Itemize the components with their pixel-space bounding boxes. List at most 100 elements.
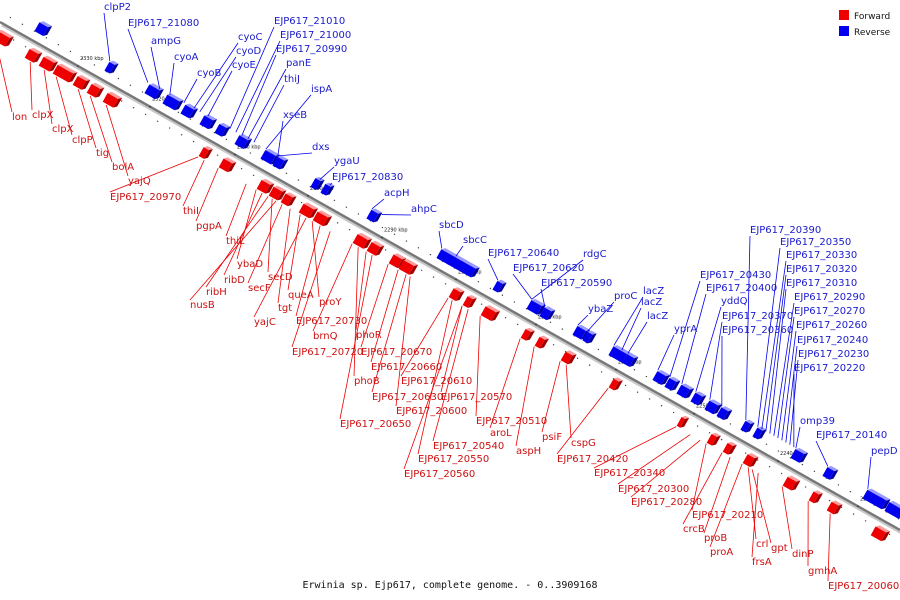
kbp-tick-mark (535, 323, 537, 326)
track-dot (600, 371, 603, 373)
forward-gene-label: brnQ (313, 331, 338, 342)
reverse-gene-block (162, 93, 184, 111)
gene-block-face (822, 467, 835, 480)
track-dot (216, 154, 219, 156)
gene-block-face (534, 336, 545, 349)
track-dot (645, 375, 648, 378)
track-dot (345, 206, 348, 208)
reverse-leader-line (577, 314, 589, 326)
reverse-gene-label: EJP617_20260 (796, 320, 867, 331)
gene-block-side (455, 291, 465, 301)
forward-gene-label: pgpA (196, 221, 222, 232)
track-dot (129, 84, 132, 86)
gene-block-top (285, 192, 297, 198)
forward-leader-line (440, 305, 463, 393)
forward-leader-line (370, 269, 399, 363)
forward-gene-label: EJP617_20720 (292, 347, 363, 358)
gene-block-top (795, 447, 809, 455)
gene-block-face (366, 242, 381, 256)
gene-block-face (310, 178, 321, 190)
gene-block-top (185, 103, 199, 110)
track-dot (624, 384, 627, 387)
gene-block-top (303, 202, 319, 210)
forward-gene-label: phoB (354, 376, 380, 387)
gene-block-side (791, 480, 801, 491)
reverse-leader-line (769, 288, 787, 434)
gene-block-top (497, 279, 507, 284)
reverse-leader-line (757, 247, 781, 427)
track-dot (252, 174, 255, 177)
track-dot (660, 405, 663, 407)
forward-gene-block (398, 258, 419, 275)
gene-block-top (681, 383, 695, 390)
reverse-gene-block (716, 406, 733, 420)
reverse-leader-line (277, 120, 284, 156)
gene-block-top (539, 335, 549, 340)
gene-block-face (218, 158, 233, 173)
gene-block-top (695, 391, 707, 397)
forward-gene-block (256, 178, 275, 194)
track-dot (381, 226, 384, 229)
reverse-leader-line (785, 345, 798, 443)
forward-gene-block (608, 377, 623, 391)
gene-block-top (223, 157, 237, 164)
forward-leader-line (287, 214, 301, 291)
track-dot (429, 253, 432, 256)
gene-block-side (363, 238, 373, 249)
gene-block-top (77, 74, 91, 82)
gene-block-side (33, 52, 43, 63)
reverse-gene-block (234, 134, 253, 149)
forward-leader-line (691, 443, 707, 511)
forward-leader-line (403, 305, 463, 470)
track-dot (636, 391, 639, 393)
gene-block-side (49, 61, 59, 72)
forward-gene-block (52, 63, 78, 83)
reverse-gene-label: lacZ (641, 297, 662, 308)
track-dot (117, 77, 120, 80)
gene-block-side (203, 149, 213, 159)
gene-block-top (875, 525, 891, 533)
track-dot (648, 398, 651, 400)
reverse-gene-block (740, 419, 755, 433)
forward-leader-line (89, 95, 113, 163)
track-dot (81, 57, 84, 59)
gene-block-face (608, 378, 619, 391)
track-dot (336, 222, 339, 224)
forward-gene-label: EJP617_20550 (418, 454, 489, 465)
reverse-gene-label: EJP617_20370 (722, 311, 793, 322)
track-dot (504, 317, 507, 319)
gene-block-side (109, 63, 119, 74)
forward-gene-block (38, 55, 59, 72)
reverse-gene-label: EJP617_21010 (274, 16, 345, 27)
track-dot (516, 323, 519, 326)
gene-block-face (492, 280, 503, 293)
gene-block-face (560, 351, 573, 365)
gene-block-face (462, 296, 473, 308)
reverse-gene-label: cyoD (236, 46, 262, 57)
gene-block-face (704, 400, 719, 415)
gene-block-side (525, 330, 535, 341)
gene-block-side (629, 357, 639, 367)
reverse-leader-line (613, 296, 644, 346)
forward-gene-label: EJP617_20540 (433, 441, 504, 452)
gene-block-face (790, 449, 805, 463)
track-dot (561, 328, 564, 330)
gene-block-face (214, 123, 227, 137)
track-dot (9, 16, 12, 19)
forward-gene-label: psiF (542, 432, 562, 443)
reverse-leader-line (199, 56, 237, 113)
gene-block-top (277, 155, 289, 161)
gene-block-side (68, 72, 78, 83)
gene-block-top (265, 148, 280, 156)
forward-gene-block (24, 47, 43, 63)
gene-block-face (740, 420, 751, 433)
track-dot (888, 533, 891, 536)
reverse-leader-line (193, 42, 239, 109)
gene-block-side (227, 162, 237, 173)
forward-gene-block (560, 350, 577, 365)
forward-leader-line (223, 192, 263, 276)
gene-block-top (403, 258, 419, 267)
gene-block-face (690, 392, 703, 406)
forward-gene-label: EJP617_20630 (372, 392, 443, 403)
forward-gene-label: EJP617_20560 (404, 469, 475, 480)
